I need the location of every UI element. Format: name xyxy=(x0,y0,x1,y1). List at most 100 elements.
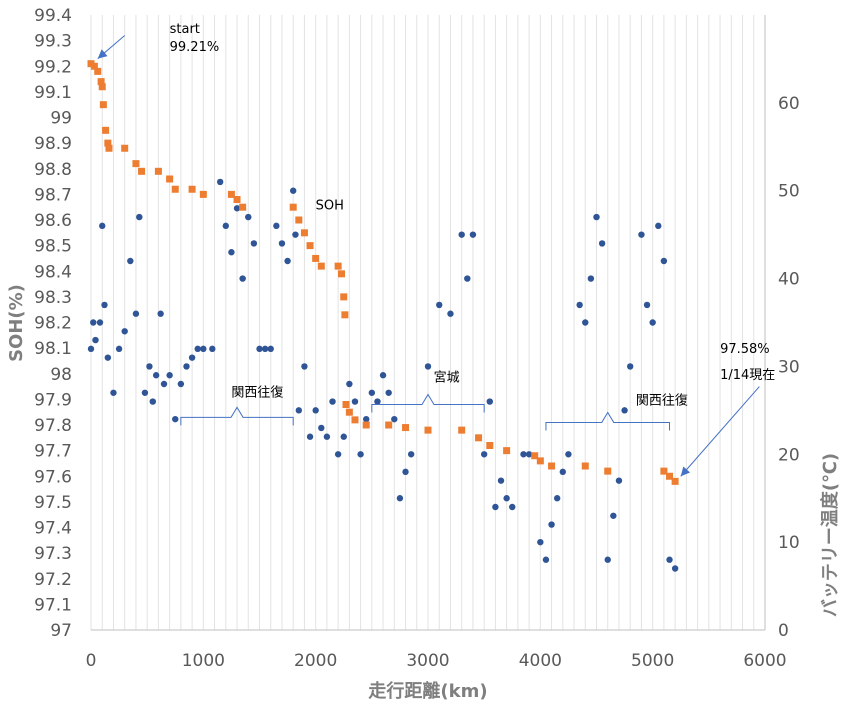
temp-point xyxy=(256,345,263,353)
temp-point xyxy=(464,275,471,282)
temp-point xyxy=(627,363,634,370)
soh-point xyxy=(666,472,674,480)
y-right-tick-label: 40 xyxy=(778,270,800,290)
soh-point xyxy=(317,262,325,270)
y-right-tick-label: 50 xyxy=(778,182,800,202)
x-tick-label: 0 xyxy=(86,651,97,671)
y-left-tick-label: 97.4 xyxy=(34,519,72,539)
annotation-label: 97.58% xyxy=(720,342,770,357)
temp-point xyxy=(312,407,319,414)
temp-point xyxy=(136,213,143,221)
y-left-tick-label: 97.3 xyxy=(34,544,72,564)
temp-point xyxy=(559,468,566,476)
soh-point xyxy=(188,185,196,193)
x-tick-label: 2000 xyxy=(294,651,337,671)
y-left-tick-label: 98.1 xyxy=(34,339,72,359)
y-left-tick-label: 98.2 xyxy=(34,314,72,334)
temp-point xyxy=(146,363,153,370)
soh-point xyxy=(94,67,102,75)
temp-point xyxy=(222,222,229,230)
braces xyxy=(180,393,671,431)
soh-point xyxy=(138,167,146,175)
y-left-tick-label: 98.4 xyxy=(34,262,72,282)
annotation-label: 関西往復 xyxy=(636,392,688,408)
temp-point xyxy=(486,398,493,405)
temp-point xyxy=(604,556,611,563)
temp-point xyxy=(261,345,269,353)
temp-point xyxy=(525,451,533,458)
temp-point xyxy=(576,301,583,309)
soh-point xyxy=(239,203,247,211)
temp-point xyxy=(537,538,544,546)
y-left-tick-label: 99.4 xyxy=(34,6,72,26)
temp-point xyxy=(509,503,516,511)
temp-point xyxy=(346,380,353,388)
temp-point xyxy=(278,240,286,247)
temp-point xyxy=(503,495,510,502)
temp-point xyxy=(643,301,651,309)
temp-point xyxy=(396,495,404,502)
temp-point xyxy=(233,205,241,212)
y-left-tick-label: 98 xyxy=(50,365,72,385)
brace xyxy=(371,393,485,413)
soh-point xyxy=(503,447,511,455)
temp-point xyxy=(615,477,623,484)
temp-point xyxy=(374,398,381,405)
soh-point xyxy=(233,196,241,203)
brace xyxy=(180,406,294,426)
y-left-tick-label: 98.6 xyxy=(34,211,72,231)
temp-point xyxy=(593,213,600,221)
x-tick-label: 5000 xyxy=(631,651,674,671)
temperature-series xyxy=(87,178,679,572)
temp-point xyxy=(152,372,160,379)
temp-point xyxy=(368,389,376,396)
y-left-tick-label: 97.6 xyxy=(34,467,72,487)
temp-point xyxy=(520,451,527,458)
temp-point xyxy=(194,345,201,353)
temp-point xyxy=(610,512,617,519)
y-left-tick-label: 98.3 xyxy=(34,288,72,308)
y-left-tick-label: 99.1 xyxy=(34,83,72,103)
temp-point xyxy=(391,415,398,423)
temp-point xyxy=(132,310,140,317)
x-tick-labels: 0 1000 2000 3000 4000 5000 6000 xyxy=(86,651,787,671)
temp-point xyxy=(172,415,179,423)
temp-point xyxy=(101,301,108,309)
temp-point xyxy=(548,521,555,528)
soh-point xyxy=(340,293,348,301)
annotation-label: 1/14現在 xyxy=(720,368,775,383)
y-left-tick-label: 99 xyxy=(50,109,72,129)
soh-point xyxy=(486,442,494,449)
temp-point xyxy=(671,565,679,572)
temp-point xyxy=(492,503,499,511)
temp-point xyxy=(90,319,97,326)
temp-point xyxy=(436,301,443,309)
y-left-tick-label: 97.8 xyxy=(34,416,72,436)
temp-point xyxy=(245,213,252,221)
y-right-tick-labels: 0 10 20 30 40 50 60 xyxy=(778,94,800,641)
soh-point xyxy=(312,254,320,262)
temp-point xyxy=(542,556,550,563)
temp-point xyxy=(157,310,164,317)
temp-point xyxy=(666,556,673,563)
temp-point xyxy=(655,222,662,230)
temp-point xyxy=(497,477,505,484)
temp-point xyxy=(565,451,572,458)
temp-point xyxy=(87,345,95,353)
soh-point xyxy=(402,424,410,432)
temp-point xyxy=(273,222,280,230)
y-left-tick-label: 97.2 xyxy=(34,570,72,590)
temp-point xyxy=(115,345,123,353)
x-tick-label: 4000 xyxy=(519,651,562,671)
temp-point xyxy=(121,328,128,335)
y-left-tick-label: 97.9 xyxy=(34,390,72,410)
temp-point xyxy=(149,398,156,405)
temp-point xyxy=(306,433,314,440)
temp-point xyxy=(323,433,331,440)
temp-point xyxy=(379,372,387,379)
y-left-tick-label: 99.3 xyxy=(34,32,72,52)
annotation-label: start xyxy=(170,22,200,37)
y-left-axis-title: SOH(%) xyxy=(6,284,27,362)
temp-point xyxy=(284,257,291,265)
temp-point xyxy=(200,345,207,353)
